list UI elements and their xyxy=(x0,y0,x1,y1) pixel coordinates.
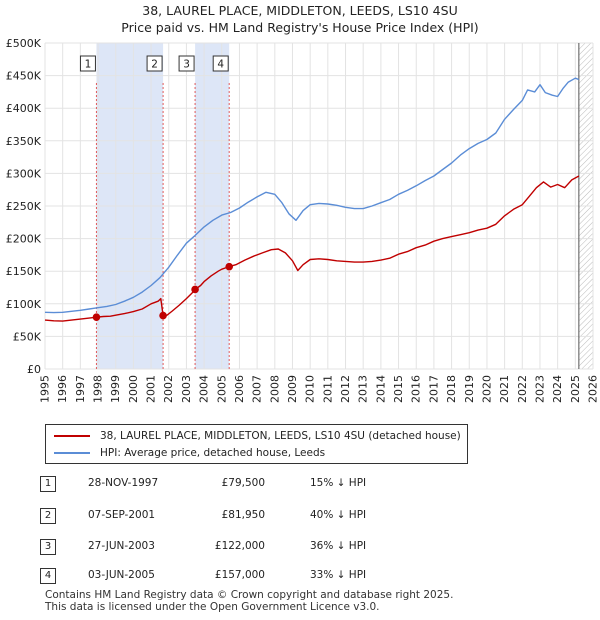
chart-title: 38, LAUREL PLACE, MIDDLETON, LEEDS, LS10… xyxy=(0,2,600,36)
sale-label-text: 1 xyxy=(85,59,92,71)
x-tick-label: 2006 xyxy=(233,375,246,403)
legend-item-hpi: HPI: Average price, detached house, Leed… xyxy=(54,445,325,461)
x-tick-label: 2017 xyxy=(427,375,440,403)
sale-point xyxy=(92,313,101,321)
sale-number-badge: 1 xyxy=(40,476,56,492)
sale-price: £122,000 xyxy=(214,540,265,552)
sale-number-badge: 2 xyxy=(40,508,56,524)
sale-price: £157,000 xyxy=(214,569,265,581)
x-tick-label: 2025 xyxy=(569,375,582,403)
sale-row-1: 1 28-NOV-1997 £79,500 15% ↓ HPI xyxy=(40,476,600,494)
footer-line-2: This data is licensed under the Open Gov… xyxy=(45,601,380,613)
x-tick-label: 2002 xyxy=(162,375,175,403)
y-tick-label: £400K xyxy=(6,102,42,115)
x-tick-label: 2014 xyxy=(374,375,387,403)
title-line-1: 38, LAUREL PLACE, MIDDLETON, LEEDS, LS10… xyxy=(142,3,458,18)
y-tick-label: £50K xyxy=(13,330,42,343)
x-tick-label: 2013 xyxy=(357,375,370,403)
legend-label-property: 38, LAUREL PLACE, MIDDLETON, LEEDS, LS10… xyxy=(100,430,461,442)
x-tick-label: 2018 xyxy=(445,375,458,403)
sale-point xyxy=(191,285,199,294)
sale-label-box xyxy=(212,55,229,72)
x-tick-label: 2012 xyxy=(339,375,352,403)
y-tick-label: £250K xyxy=(6,200,42,213)
legend-label-hpi: HPI: Average price, detached house, Leed… xyxy=(100,447,326,459)
sale-price: £79,500 xyxy=(221,477,265,489)
x-tick-label: 2021 xyxy=(498,375,511,403)
x-tick-label: 2007 xyxy=(251,375,264,403)
x-tick-label: 2005 xyxy=(215,375,228,403)
y-tick-label: £450K xyxy=(6,70,42,83)
price-chart: 1 2 3 4 £0 £50K £100K £150K £200K £250K £300K £350K… xyxy=(6,37,600,403)
title-line-2: Price paid vs. HM Land Registry's House … xyxy=(121,20,479,35)
sale-label-box xyxy=(79,55,96,72)
x-tick-label: 2009 xyxy=(286,375,299,403)
sale-label-text: 3 xyxy=(183,59,190,71)
property-series-line xyxy=(44,175,580,322)
x-tick-label: 2008 xyxy=(268,375,281,403)
legend-swatch-hpi xyxy=(54,452,90,454)
x-tick-label: 2023 xyxy=(533,375,546,403)
x-tick-label: 2004 xyxy=(198,375,211,403)
sale-price: £81,950 xyxy=(221,509,265,521)
x-tick-label: 1998 xyxy=(92,375,105,403)
hpi-series-line xyxy=(44,77,580,314)
sale-point xyxy=(159,311,167,320)
sale-number-badge: 3 xyxy=(40,539,56,555)
y-tick-label: £200K xyxy=(6,233,42,246)
y-tick-label: £500K xyxy=(6,37,42,50)
sale-row-2: 2 07-SEP-2001 £81,950 40% ↓ HPI xyxy=(40,508,600,526)
sale-hpi-diff: 40% ↓ HPI xyxy=(310,509,367,521)
x-tick-label: 1996 xyxy=(56,375,69,403)
x-tick-label: 1995 xyxy=(39,375,52,403)
x-tick-label: 2003 xyxy=(180,375,193,403)
sale-date: 28-NOV-1997 xyxy=(88,477,159,489)
x-tick-label: 2001 xyxy=(145,375,158,403)
x-tick-label: 1997 xyxy=(74,375,87,403)
sale-hpi-diff: 36% ↓ HPI xyxy=(310,540,367,552)
footer-line-1: Contains HM Land Registry data © Crown c… xyxy=(45,589,454,601)
sale-row-4: 4 03-JUN-2005 £157,000 33% ↓ HPI xyxy=(40,568,600,586)
x-tick-label: 2022 xyxy=(516,375,529,403)
x-tick-label: 2016 xyxy=(410,375,423,403)
x-tick-label: 2024 xyxy=(551,375,564,403)
x-tick-label: 2000 xyxy=(127,375,140,403)
sale-number-badge: 4 xyxy=(40,568,56,584)
chart-legend: 38, LAUREL PLACE, MIDDLETON, LEEDS, LS10… xyxy=(45,424,468,464)
sale-date: 07-SEP-2001 xyxy=(88,509,156,521)
y-tick-label: £100K xyxy=(6,298,42,311)
x-tick-label: 2011 xyxy=(321,375,334,403)
legend-item-property: 38, LAUREL PLACE, MIDDLETON, LEEDS, LS10… xyxy=(54,428,461,444)
footer-attribution: Contains HM Land Registry data © Crown c… xyxy=(45,589,453,613)
y-tick-label: £0 xyxy=(27,363,41,376)
sale-hpi-diff: 33% ↓ HPI xyxy=(310,569,367,581)
x-tick-label: 2026 xyxy=(587,375,600,403)
legend-swatch-property xyxy=(54,435,90,437)
y-tick-label: £300K xyxy=(6,167,42,180)
sale-date: 27-JUN-2003 xyxy=(88,540,155,552)
y-tick-label: £350K xyxy=(6,135,42,148)
sale-label-text: 2 xyxy=(151,59,158,71)
x-tick-label: 2015 xyxy=(392,375,405,403)
x-tick-label: 2020 xyxy=(480,375,493,403)
sale-date: 03-JUN-2005 xyxy=(88,569,155,581)
x-tick-label: 1999 xyxy=(109,375,122,403)
sale-label-text: 4 xyxy=(217,59,224,71)
sale-row-3: 3 27-JUN-2003 £122,000 36% ↓ HPI xyxy=(40,539,600,557)
sale-point xyxy=(225,262,233,271)
x-tick-label: 2019 xyxy=(463,375,476,403)
sale-hpi-diff: 15% ↓ HPI xyxy=(310,477,367,489)
y-tick-label: £150K xyxy=(6,265,42,278)
sale-label-box xyxy=(146,55,163,72)
sale-label-box xyxy=(178,55,195,72)
x-tick-label: 2010 xyxy=(304,375,317,403)
